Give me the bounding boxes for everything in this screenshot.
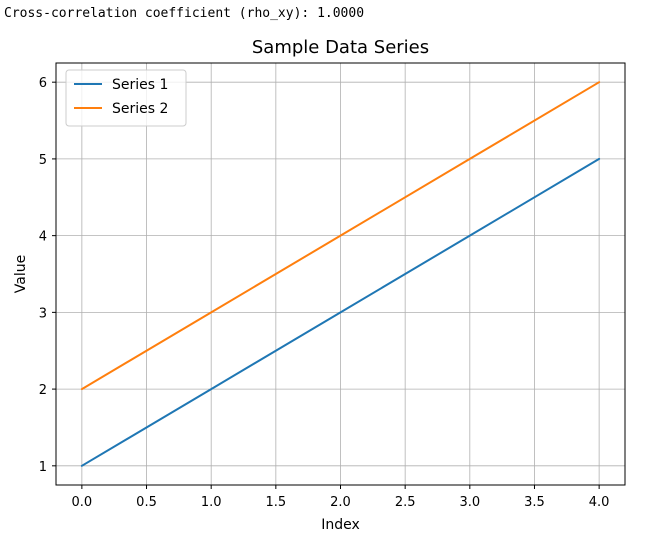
x-tick-label: 0.5 [136,495,157,510]
legend-label: Series 2 [112,101,168,117]
y-tick-label: 1 [39,460,47,475]
x-tick-label: 2.0 [330,495,351,510]
console-output: Cross-correlation coefficient (rho_xy): … [4,6,365,21]
x-axis-ticks: 0.0 0.5 1.0 1.5 2.0 2.5 3.0 3.5 4.0 [72,485,610,510]
y-tick-label: 4 [39,230,47,245]
x-tick-label: 3.0 [459,495,480,510]
y-axis-ticks: 1 2 3 4 5 6 [39,76,56,475]
y-tick-label: 5 [39,153,47,168]
y-axis-label: Value [13,255,29,293]
legend: Series 1 Series 2 [65,69,187,127]
series-layer [80,81,601,467]
x-tick-label: 1.5 [265,495,286,510]
x-tick-label: 4.0 [589,495,610,510]
chart-title: Sample Data Series [252,37,429,58]
legend-label: Series 1 [112,77,168,93]
x-tick-label: 1.0 [201,495,222,510]
x-axis-label: Index [321,517,360,533]
y-tick-label: 3 [39,306,47,321]
y-tick-label: 2 [39,383,47,398]
series-line-2 [80,81,601,391]
x-tick-label: 3.5 [524,495,545,510]
series-line-1 [80,157,601,467]
y-tick-label: 6 [39,76,47,91]
x-tick-label: 0.0 [72,495,93,510]
x-tick-label: 2.5 [395,495,416,510]
